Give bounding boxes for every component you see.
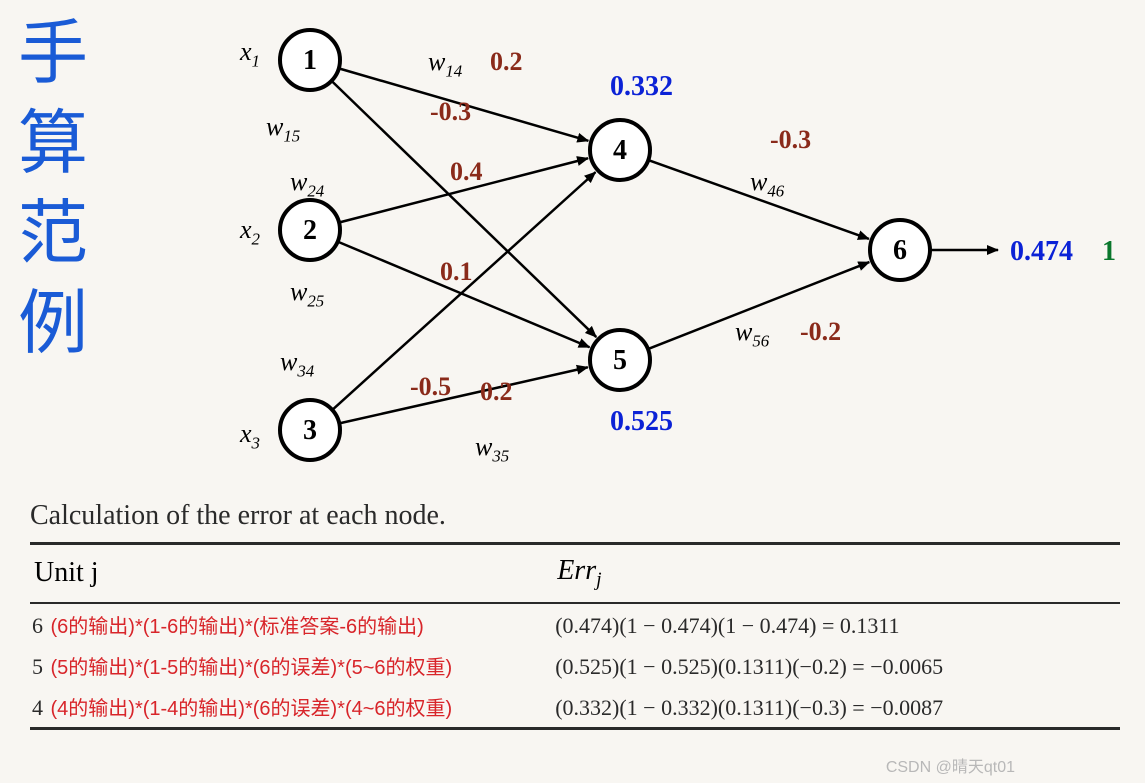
row-formula: (0.332)(1 − 0.332)(0.1311)(−0.3) = −0.00… [553,686,1120,729]
table-row: 4 (4的输出)*(1-4的输出)*(6的误差)*(4~6的权重) (0.332)… [30,686,1120,729]
input-label: x1 [239,37,260,71]
edge [339,367,588,423]
edge-weight-name: w56 [735,317,770,351]
network-svg: w14 0.2 w15 -0.3 w24 0.4 w25 0.1 w34 -0.5 w35 0.2 w4… [130,0,1140,490]
col-err: Errj [553,544,1120,603]
edge-weight-name: w25 [290,277,324,311]
page-title: 手 算 范 例 [18,10,88,370]
node-output: 0.474 [1010,236,1073,267]
node-label: 1 [303,45,317,76]
edge-weight-value: -0.3 [770,125,811,154]
edge-weight-value: 0.2 [490,47,523,76]
edge-weight-name: w14 [428,47,463,81]
edge-weight-value: -0.3 [430,97,471,126]
edge-weight-value: 0.1 [440,257,473,286]
node-label: 2 [303,215,317,246]
row-desc: (6的输出)*(1-6的输出)*(标准答案-6的输出) [51,616,424,638]
edge-weight-name: w35 [475,432,509,466]
error-calc-section: Calculation of the error at each node. U… [30,500,1120,730]
edge-weight-name: w24 [290,167,325,201]
table-caption: Calculation of the error at each node. [30,500,1120,532]
row-unit-id: 5 [32,654,51,679]
row-desc: (5的输出)*(1-5的输出)*(6的误差)*(5~6的权重) [51,657,453,679]
edge-weight-value: 0.2 [480,377,513,406]
node-label: 4 [613,135,627,166]
edge-weight-name: w34 [280,347,315,381]
edge-weight-value: -0.2 [800,317,841,346]
table-row: 6 (6的输出)*(1-6的输出)*(标准答案-6的输出) (0.474)(1 −… [30,603,1120,645]
node-label: 6 [893,235,907,266]
title-char: 例 [18,280,88,370]
network-diagram: w14 0.2 w15 -0.3 w24 0.4 w25 0.1 w34 -0.5 w35 0.2 w4… [130,0,1140,490]
target-value: 1 [1102,236,1116,267]
table-row: 5 (5的输出)*(1-5的输出)*(6的误差)*(5~6的权重) (0.525)… [30,645,1120,686]
watermark: CSDN @晴天qt01 [886,753,1015,777]
node-label: 5 [613,345,627,376]
row-unit-id: 4 [32,695,51,720]
edge-weight-name: w15 [266,112,300,146]
row-formula: (0.525)(1 − 0.525)(0.1311)(−0.2) = −0.00… [553,645,1120,686]
input-label: x2 [239,215,261,249]
row-formula: (0.474)(1 − 0.474)(1 − 0.474) = 0.1311 [553,603,1120,645]
row-desc: (4的输出)*(1-4的输出)*(6的误差)*(4~6的权重) [51,698,453,720]
input-label: x3 [239,419,260,453]
title-char: 手 [18,10,88,100]
row-unit-id: 6 [32,613,51,638]
title-char: 范 [18,190,88,280]
col-unit: Unit j [30,544,553,603]
node-output: 0.525 [610,406,673,437]
node-output: 0.332 [610,71,673,102]
error-table: Unit j Errj 6 (6的输出)*(1-6的输出)*(标准答案-6的输出… [30,542,1120,730]
node-label: 3 [303,415,317,446]
edge-weight-name: w46 [750,167,785,201]
edge-weight-value: -0.5 [410,372,451,401]
edge-weight-value: 0.4 [450,157,483,186]
title-char: 算 [18,100,88,190]
